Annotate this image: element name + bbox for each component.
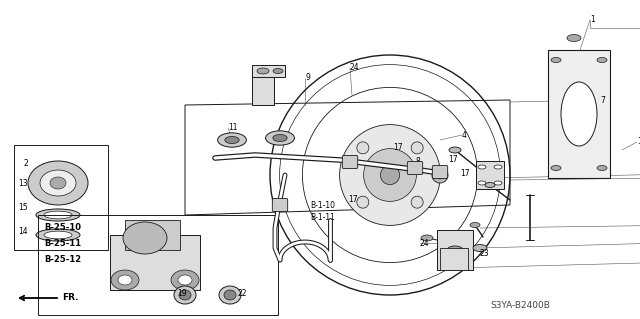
Text: 23: 23 — [480, 249, 490, 257]
Text: 22: 22 — [237, 290, 246, 299]
Text: 9: 9 — [305, 73, 310, 83]
Ellipse shape — [111, 270, 139, 290]
Ellipse shape — [171, 270, 199, 290]
Text: B-1-10: B-1-10 — [310, 201, 335, 210]
Bar — [38, 215, 278, 315]
Bar — [440, 248, 468, 270]
Text: B-1-11: B-1-11 — [310, 213, 335, 222]
Ellipse shape — [179, 290, 191, 300]
Ellipse shape — [357, 196, 369, 208]
Bar — [125, 220, 180, 250]
Bar — [252, 65, 285, 77]
Ellipse shape — [36, 229, 80, 241]
Text: 24: 24 — [420, 239, 429, 248]
Bar — [14, 145, 108, 250]
Circle shape — [273, 134, 287, 142]
Circle shape — [273, 69, 283, 73]
Ellipse shape — [50, 177, 66, 189]
Ellipse shape — [118, 275, 132, 285]
Bar — [110, 235, 200, 290]
Text: 12: 12 — [637, 137, 640, 146]
Ellipse shape — [411, 196, 423, 208]
FancyBboxPatch shape — [342, 155, 358, 168]
Text: 13: 13 — [18, 179, 28, 188]
Text: 17: 17 — [460, 168, 470, 177]
Text: B-25-10: B-25-10 — [44, 224, 81, 233]
Ellipse shape — [357, 142, 369, 154]
Text: 4: 4 — [462, 130, 467, 139]
Text: 7: 7 — [600, 95, 605, 105]
Text: 11: 11 — [228, 123, 237, 132]
Circle shape — [257, 68, 269, 74]
Circle shape — [567, 34, 581, 41]
Ellipse shape — [340, 125, 440, 226]
Ellipse shape — [174, 286, 196, 304]
Circle shape — [494, 165, 502, 169]
Text: 15: 15 — [18, 204, 28, 212]
Text: 14: 14 — [18, 227, 28, 236]
Circle shape — [485, 182, 495, 188]
Text: B-25-11: B-25-11 — [44, 240, 81, 249]
Circle shape — [478, 181, 486, 185]
Ellipse shape — [364, 149, 417, 201]
Ellipse shape — [44, 231, 72, 239]
Circle shape — [447, 246, 463, 254]
Ellipse shape — [380, 165, 399, 185]
Ellipse shape — [28, 161, 88, 205]
Circle shape — [551, 166, 561, 170]
Ellipse shape — [411, 142, 423, 154]
Text: 17: 17 — [448, 155, 458, 165]
Circle shape — [551, 57, 561, 63]
Circle shape — [266, 131, 294, 145]
Circle shape — [597, 57, 607, 63]
Ellipse shape — [178, 275, 192, 285]
Text: FR.: FR. — [62, 293, 79, 302]
Bar — [548, 50, 610, 178]
Ellipse shape — [432, 167, 448, 183]
Text: 2: 2 — [24, 159, 29, 167]
Bar — [476, 161, 504, 189]
Circle shape — [225, 137, 239, 144]
Circle shape — [218, 133, 246, 147]
Ellipse shape — [219, 286, 241, 304]
Ellipse shape — [36, 209, 80, 221]
FancyBboxPatch shape — [433, 166, 448, 179]
Ellipse shape — [123, 222, 167, 254]
Text: 8: 8 — [415, 158, 420, 167]
Circle shape — [470, 223, 480, 227]
Ellipse shape — [40, 170, 76, 196]
Bar — [437, 230, 473, 270]
Ellipse shape — [561, 82, 597, 146]
Text: 24: 24 — [349, 63, 358, 72]
Text: B-25-12: B-25-12 — [44, 256, 81, 264]
Text: 17: 17 — [393, 143, 403, 152]
FancyBboxPatch shape — [273, 198, 288, 211]
Text: 1: 1 — [590, 16, 595, 25]
Circle shape — [494, 181, 502, 185]
Circle shape — [597, 166, 607, 170]
Ellipse shape — [224, 290, 236, 300]
Bar — [252, 77, 274, 105]
Text: 19: 19 — [177, 290, 187, 299]
Text: 17: 17 — [348, 196, 358, 204]
Ellipse shape — [436, 171, 444, 179]
Ellipse shape — [44, 211, 72, 219]
Circle shape — [449, 147, 461, 153]
FancyBboxPatch shape — [407, 161, 422, 174]
Circle shape — [478, 165, 486, 169]
Circle shape — [473, 244, 487, 251]
Text: S3YA-B2400B: S3YA-B2400B — [490, 300, 550, 309]
Circle shape — [421, 235, 433, 241]
